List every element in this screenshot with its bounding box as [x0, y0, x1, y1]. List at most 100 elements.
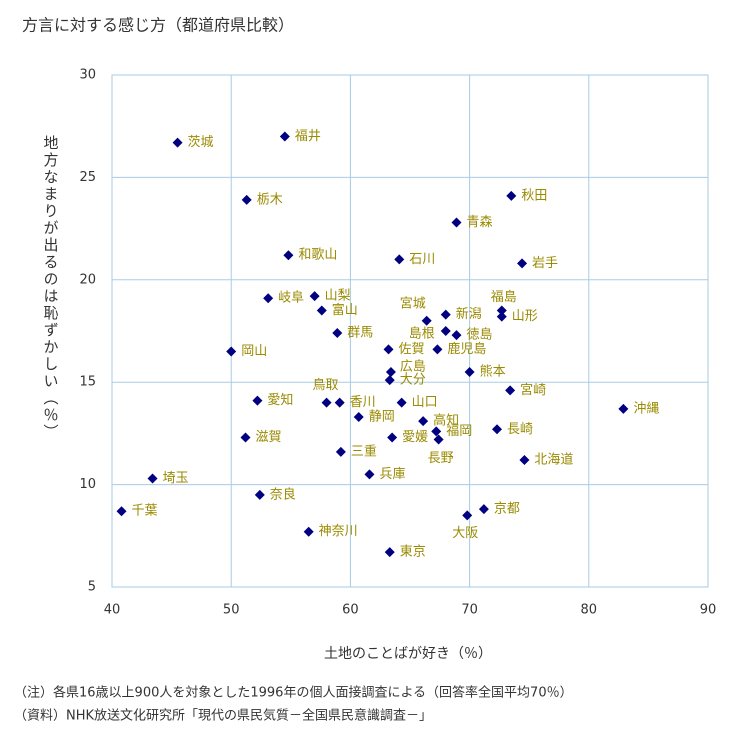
- point-label: 滋賀: [256, 430, 282, 445]
- point: [451, 217, 462, 228]
- point-label: 岡山: [241, 344, 267, 359]
- point-label: 山梨: [325, 289, 351, 304]
- point: [496, 311, 507, 322]
- point-label: 宮崎: [520, 382, 546, 398]
- point-label: 富山: [332, 302, 358, 318]
- point-label: 愛知: [267, 392, 293, 408]
- point-label: 北海道: [534, 453, 573, 468]
- point: [421, 315, 432, 326]
- point: [309, 291, 320, 302]
- point-label: 大分: [400, 373, 426, 388]
- point: [496, 305, 507, 316]
- point: [519, 455, 530, 466]
- point: [384, 547, 395, 558]
- point: [226, 346, 237, 357]
- point: [505, 385, 516, 396]
- point-label: 兵庫: [379, 467, 405, 482]
- point-label: 秋田: [521, 188, 547, 203]
- point-label: 栃木: [257, 192, 283, 207]
- point-label: 埼玉: [163, 471, 189, 486]
- point-label: 東京: [400, 544, 426, 560]
- point-label: 沖縄: [633, 401, 659, 416]
- point: [462, 510, 473, 521]
- point-label: 京都: [494, 502, 520, 517]
- point: [387, 432, 398, 443]
- point: [303, 526, 314, 537]
- point-label: 高知: [433, 413, 459, 429]
- point: [432, 344, 443, 355]
- point: [440, 326, 451, 336]
- point: [385, 366, 396, 377]
- point-label: 愛媛: [402, 430, 428, 445]
- point: [279, 131, 290, 142]
- point-label: 福島: [491, 290, 517, 305]
- point: [433, 434, 444, 445]
- point: [517, 258, 528, 269]
- x-tick-label: 80: [581, 603, 598, 618]
- point: [506, 190, 517, 201]
- point-label: 島根: [409, 327, 435, 342]
- point-label: 長野: [428, 451, 454, 466]
- x-tick-label: 90: [700, 603, 717, 618]
- point-label: 広島: [400, 359, 426, 374]
- y-tick-label: 15: [79, 375, 96, 390]
- point-label: 山形: [512, 309, 538, 324]
- y-axis-label: 地方なまりが出るのは恥ずかしい（％）: [42, 135, 60, 441]
- point: [440, 309, 451, 320]
- y-tick-label: 30: [79, 68, 96, 83]
- point: [384, 375, 395, 386]
- point-label: 鹿児島: [447, 341, 486, 357]
- point: [364, 469, 375, 480]
- x-tick-label: 50: [223, 603, 240, 618]
- chart-title: 方言に対する感じ方（都道府県比較）: [22, 16, 294, 35]
- point-label: 三重: [351, 443, 377, 459]
- point: [492, 424, 503, 435]
- point-label: 山口: [412, 395, 438, 410]
- point-label: 青森: [466, 215, 492, 230]
- point-label: 大阪: [452, 526, 478, 541]
- point-label: 神奈川: [319, 524, 358, 539]
- point: [172, 137, 183, 148]
- point-label: 新潟: [456, 306, 482, 322]
- point: [464, 366, 475, 377]
- point-label: 奈良: [270, 486, 296, 502]
- point: [478, 504, 489, 515]
- point: [116, 506, 127, 517]
- point-label: 佐賀: [399, 342, 425, 357]
- point: [396, 397, 407, 408]
- point-label: 岐阜: [278, 290, 304, 306]
- y-tick-label: 5: [88, 580, 96, 595]
- point: [394, 254, 405, 265]
- point-label: 和歌山: [298, 248, 337, 263]
- y-tick-label: 10: [79, 477, 96, 492]
- point-label: 長崎: [507, 422, 533, 437]
- point-label: 熊本: [480, 363, 506, 379]
- point-label: 宮城: [400, 295, 426, 311]
- point-label: 千葉: [132, 504, 158, 519]
- point: [263, 293, 274, 304]
- point: [451, 330, 462, 341]
- point: [147, 473, 158, 484]
- point-label: 徳島: [466, 328, 492, 343]
- y-tick-label: 25: [79, 170, 96, 185]
- point: [335, 446, 346, 457]
- point: [321, 397, 332, 408]
- x-tick-label: 70: [461, 603, 478, 618]
- point-label: 群馬: [347, 326, 373, 341]
- point-label: 岩手: [532, 256, 558, 271]
- point: [283, 250, 294, 261]
- point-label: 茨城: [188, 135, 214, 150]
- x-tick-label: 60: [342, 603, 359, 618]
- x-tick-label: 40: [104, 603, 121, 618]
- note: （資料）NHK放送文化研究所「現代の県民気質－全国県民意識調査－」: [14, 708, 432, 724]
- plot-area: [111, 74, 709, 588]
- point-label: 鳥取: [313, 378, 339, 393]
- point: [431, 426, 442, 437]
- point-label: 静岡: [369, 410, 395, 425]
- x-axis-label: 土地のことばが好き（％）: [324, 646, 492, 662]
- point: [252, 395, 263, 406]
- point: [254, 489, 265, 500]
- y-tick-label: 20: [79, 272, 96, 287]
- point: [332, 328, 343, 339]
